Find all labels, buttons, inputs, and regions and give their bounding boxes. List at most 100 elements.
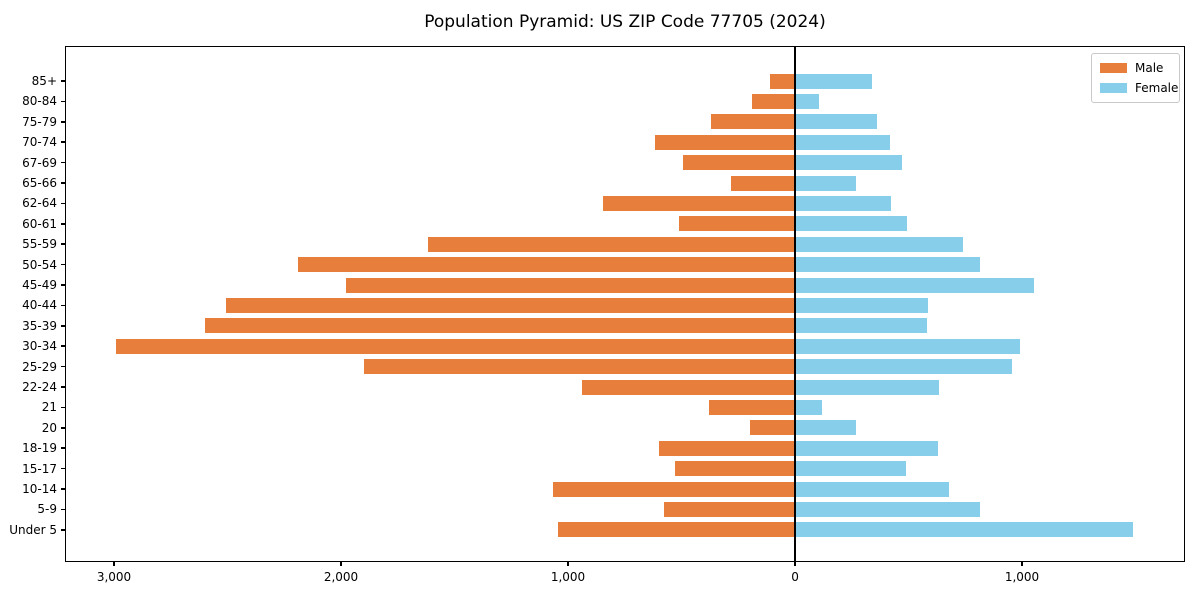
- bar-male-14: [363, 359, 795, 375]
- legend-female-swatch: [1100, 82, 1127, 93]
- bar-female-3: [795, 134, 891, 150]
- bar-male-19: [674, 461, 795, 477]
- y-tick-19: [61, 467, 65, 470]
- y-tick-label-7: 60-61: [22, 216, 57, 231]
- bar-male-9: [297, 257, 795, 273]
- y-tick-label-12: 35-39: [22, 318, 57, 333]
- bar-female-11: [795, 297, 928, 313]
- bar-male-2: [711, 114, 796, 130]
- bar-female-7: [795, 216, 908, 232]
- x-tick-1: [340, 562, 342, 566]
- bar-male-21: [664, 501, 795, 517]
- y-tick-1: [61, 100, 65, 103]
- bar-male-20: [553, 481, 796, 497]
- bar-male-5: [731, 175, 795, 191]
- y-tick-14: [61, 365, 65, 368]
- y-tick-9: [61, 263, 65, 266]
- bar-male-12: [204, 318, 796, 334]
- y-tick-2: [61, 121, 65, 123]
- chart-title: Population Pyramid: US ZIP Code 77705 (2…: [424, 12, 826, 32]
- bar-female-19: [795, 461, 907, 477]
- y-tick-label-0: 85+: [31, 74, 57, 88]
- y-tick-label-1: 80-84: [22, 94, 57, 109]
- bar-female-10: [795, 277, 1035, 293]
- bar-female-0: [795, 73, 873, 89]
- legend-entry-female: Female: [1100, 81, 1178, 95]
- legend-entry-male: Male: [1100, 61, 1171, 75]
- y-tick-3: [61, 141, 65, 143]
- bar-female-22: [795, 522, 1134, 538]
- y-tick-label-3: 70-74: [22, 135, 57, 150]
- x-tick-2: [567, 562, 569, 566]
- bar-male-4: [682, 155, 796, 171]
- y-tick-label-18: 18-19: [22, 441, 57, 456]
- legend-male-label: Male: [1135, 61, 1164, 76]
- bar-male-1: [751, 93, 796, 109]
- bar-female-21: [795, 501, 981, 517]
- bar-male-0: [770, 73, 796, 89]
- y-tick-10: [61, 284, 65, 286]
- x-tick-label-1: 2,000: [323, 570, 359, 584]
- bar-female-2: [795, 114, 877, 130]
- bar-female-15: [795, 379, 940, 395]
- y-tick-label-9: 50-54: [22, 257, 57, 272]
- x-tick-label-2: 1,000: [550, 570, 586, 584]
- bar-male-22: [557, 522, 795, 538]
- x-tick-label-3: 0: [791, 570, 799, 584]
- y-tick-22: [61, 529, 65, 531]
- y-tick-label-8: 55-59: [22, 237, 57, 252]
- y-tick-6: [61, 202, 65, 205]
- legend-male-swatch: [1100, 63, 1127, 74]
- bar-female-1: [795, 93, 819, 109]
- legend: Male Female: [1091, 53, 1180, 103]
- x-tick-label-0: 3,000: [96, 570, 132, 584]
- bar-female-18: [795, 440, 939, 456]
- y-tick-12: [61, 325, 65, 327]
- y-tick-label-2: 75-79: [22, 114, 57, 129]
- y-tick-label-21: 5-9: [37, 502, 57, 517]
- bar-male-11: [226, 297, 796, 313]
- bar-male-7: [679, 216, 796, 232]
- x-tick-3: [794, 562, 796, 566]
- bar-female-9: [795, 257, 981, 273]
- x-tick-label-4: 1,000: [1004, 570, 1040, 584]
- bar-male-10: [345, 277, 795, 293]
- bar-male-8: [428, 236, 795, 252]
- bar-female-6: [795, 195, 892, 211]
- y-tick-0: [61, 80, 65, 82]
- y-tick-label-10: 45-49: [22, 278, 57, 292]
- bar-female-5: [795, 175, 857, 191]
- y-tick-label-4: 67-69: [22, 155, 57, 170]
- y-tick-label-14: 25-29: [22, 359, 57, 374]
- bar-female-4: [795, 155, 902, 171]
- y-tick-11: [61, 304, 65, 307]
- y-tick-17: [61, 427, 65, 429]
- y-tick-7: [61, 223, 65, 225]
- y-tick-8: [61, 243, 65, 245]
- bar-female-13: [795, 338, 1020, 354]
- bar-male-16: [708, 399, 795, 415]
- y-tick-21: [61, 508, 65, 511]
- bar-male-6: [603, 195, 795, 211]
- bar-male-15: [581, 379, 796, 395]
- y-tick-label-20: 10-14: [22, 482, 57, 496]
- y-tick-16: [61, 406, 65, 409]
- bar-male-17: [749, 420, 795, 436]
- bar-female-14: [795, 359, 1012, 375]
- y-tick-label-19: 15-17: [22, 461, 57, 476]
- y-tick-label-17: 20: [41, 420, 57, 435]
- y-tick-label-11: 40-44: [22, 298, 57, 313]
- bar-female-12: [795, 318, 927, 334]
- y-tick-13: [61, 345, 65, 347]
- y-tick-18: [61, 447, 65, 449]
- legend-female-label: Female: [1135, 80, 1179, 95]
- y-tick-20: [61, 488, 65, 490]
- bar-female-17: [795, 420, 857, 436]
- zero-axis-line: [794, 46, 796, 562]
- bar-female-20: [795, 481, 950, 497]
- y-tick-4: [61, 161, 65, 164]
- bar-female-16: [795, 399, 823, 415]
- y-tick-label-15: 22-24: [22, 380, 57, 394]
- bar-male-13: [116, 338, 796, 354]
